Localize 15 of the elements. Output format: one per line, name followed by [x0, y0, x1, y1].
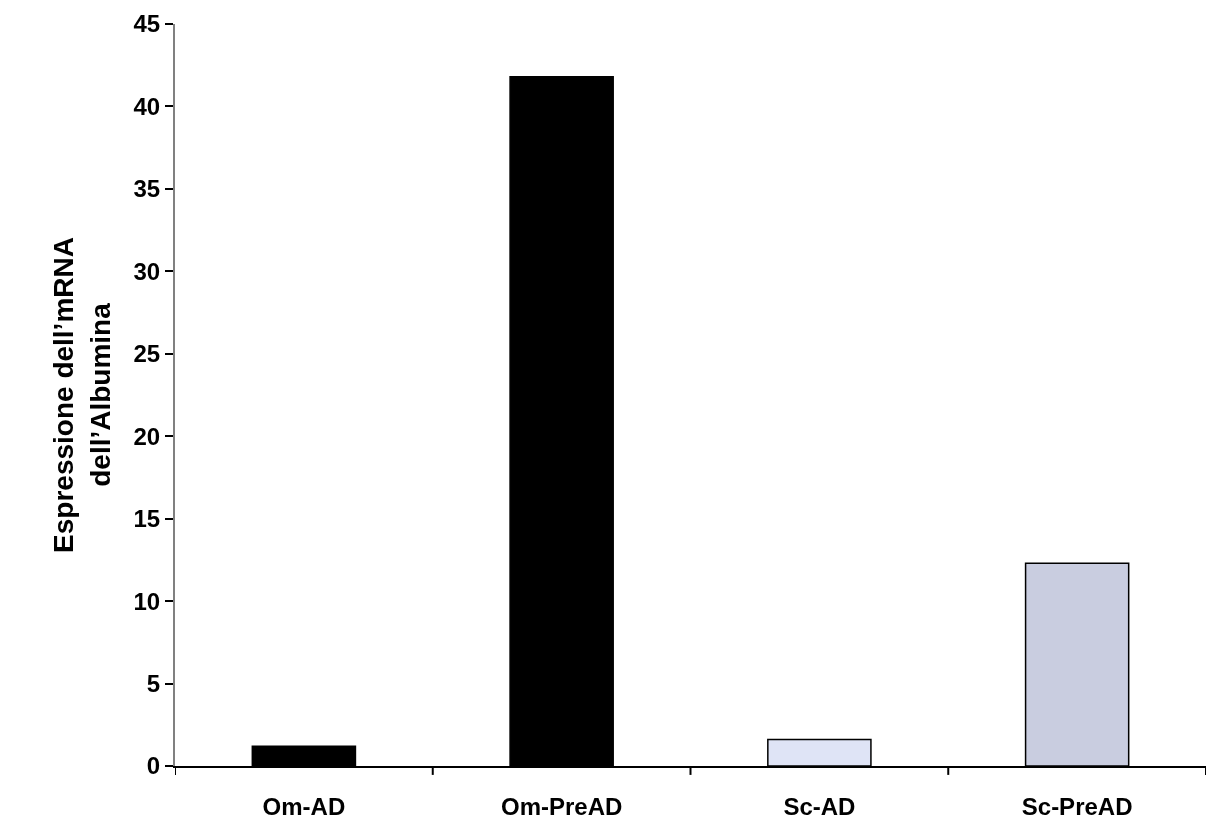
y-tick-label: 45	[133, 10, 161, 38]
x-tick-label: Om-PreAD	[500, 792, 623, 820]
y-tick-label: 15	[133, 505, 161, 533]
y-tick-label: 0	[146, 752, 161, 780]
y-tick-label: 40	[133, 92, 161, 120]
x-tick-label: Sc-AD	[783, 792, 856, 820]
x-tick-label: Om-AD	[262, 792, 346, 820]
x-tick-label: Sc-PreAD	[1021, 792, 1133, 820]
y-tick-label: 25	[133, 340, 161, 368]
y-tick-label: 10	[133, 587, 161, 615]
y-axis-title: Espressione dell’mRNA dell’Albumina	[48, 237, 116, 553]
y-tick-label: 35	[133, 175, 161, 203]
y-tick-label: 30	[133, 257, 161, 285]
y-tick-label: 5	[146, 669, 161, 697]
y-tick-label: 20	[133, 422, 161, 450]
